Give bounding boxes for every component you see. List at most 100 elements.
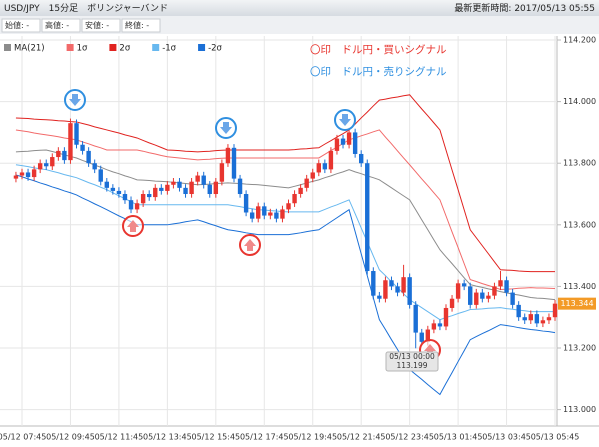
candle-body — [37, 163, 43, 170]
header-updated: 最新更新時間: 2017/05/13 05:55 — [454, 2, 595, 14]
candle-body — [510, 292, 515, 305]
candle-body — [122, 194, 128, 201]
y-tick-label: 114.200 — [563, 36, 596, 45]
candle-body — [534, 314, 540, 324]
candle-body — [62, 150, 67, 161]
candle-body — [492, 286, 497, 296]
ohlc-field: 高値: - — [45, 20, 69, 30]
candle-body — [437, 323, 443, 327]
candle-body — [431, 323, 437, 330]
band-line — [15, 164, 556, 321]
candle-body — [116, 190, 122, 195]
candle-body — [249, 212, 255, 219]
candle-body — [195, 175, 200, 182]
candle-body — [274, 212, 279, 219]
candle-body — [304, 178, 309, 188]
candle-body — [19, 172, 25, 176]
candle-body — [389, 280, 394, 287]
candle-body — [50, 157, 55, 167]
x-tick-label: 05/13 05:45 — [531, 433, 580, 442]
candle-body — [352, 132, 358, 154]
x-tick-label: 05/12 07:45 — [0, 433, 46, 442]
x-tick-label: 05/12 13:45 — [143, 433, 192, 442]
candle-body — [310, 172, 315, 179]
candle-body — [231, 147, 237, 179]
candle-body — [298, 187, 303, 195]
candle-body — [86, 150, 91, 164]
candle-body — [546, 317, 552, 321]
ohlc-field: 終値: - — [125, 20, 149, 30]
candle-body — [243, 194, 249, 213]
candle-body — [377, 295, 382, 299]
candle-body — [44, 163, 49, 167]
x-tick-label: 05/12 09:45 — [46, 433, 95, 442]
legend-swatch — [109, 44, 117, 51]
ohlc-box — [81, 18, 121, 33]
x-tick-label: 05/12 15:45 — [191, 433, 240, 442]
last-price-box — [558, 297, 596, 310]
candle-body — [140, 194, 146, 204]
ohlc-box — [41, 18, 81, 33]
candle-body — [365, 163, 370, 272]
candle-body — [322, 163, 328, 170]
header-title: USD/JPY 15分足 ボリンジャーバンド — [4, 3, 168, 14]
candle-body — [74, 123, 79, 145]
candle-body — [159, 187, 164, 191]
candle-body — [104, 181, 109, 188]
candle-body — [468, 286, 473, 305]
candle-body — [461, 283, 467, 287]
candle-body — [92, 163, 97, 170]
sell-signal-note: 〇印 ドル円・売りシグナル — [310, 65, 447, 78]
candle-body — [425, 329, 431, 342]
candle-body — [31, 169, 37, 178]
x-tick-label: 05/13 01:45 — [434, 433, 483, 442]
legend-swatch — [66, 44, 74, 51]
candle-body — [134, 203, 140, 210]
candles — [13, 118, 558, 349]
candle-body — [449, 298, 455, 308]
candle-body — [268, 212, 273, 216]
candle-body — [262, 206, 267, 216]
candle-body — [346, 132, 352, 145]
candle-body — [146, 194, 152, 198]
candle-body — [98, 169, 103, 182]
x-tick-label: 05/12 17:45 — [240, 433, 289, 442]
candle-body — [286, 203, 291, 210]
candle-body — [480, 292, 485, 299]
candle-body — [371, 271, 376, 296]
ohlc-field: 安値: - — [85, 20, 109, 30]
candle-body — [177, 181, 182, 188]
candle-body — [340, 138, 346, 145]
candle-body — [419, 332, 424, 342]
candle-body — [153, 187, 158, 198]
candle-body — [383, 280, 388, 299]
legend-label: MA(21) — [14, 44, 45, 54]
legend-swatch — [4, 44, 11, 51]
header-bar — [0, 0, 599, 16]
legend-swatch — [198, 44, 206, 51]
y-tick-label: 114.000 — [563, 97, 596, 106]
bands — [15, 94, 556, 396]
buy-signal — [239, 234, 261, 256]
grid: 113.000 113.200 113.400 113.600 113.800 114.0… — [0, 36, 596, 442]
tooltip-time: 05/13 00:00 — [389, 352, 435, 361]
candle-body — [213, 181, 219, 195]
candle-body — [504, 280, 509, 293]
y-tick-label: 113.000 — [563, 405, 596, 414]
candle-body — [13, 175, 19, 179]
candle-body — [528, 314, 533, 321]
y-tick-label: 113.600 — [563, 220, 596, 229]
candle-body — [498, 280, 503, 287]
legend-label: 2σ — [119, 44, 130, 54]
band-line — [15, 129, 556, 290]
candle-body — [219, 163, 225, 182]
candle-body — [189, 181, 194, 195]
x-tick-label: 05/13 03:45 — [482, 433, 531, 442]
legend: MA(21) 1σ 2σ -1σ -2σ — [4, 44, 223, 54]
candle-body — [280, 209, 285, 219]
y-tick-label: 113.200 — [563, 344, 596, 353]
legend-label: -2σ — [208, 44, 222, 54]
legend-swatch — [152, 44, 160, 51]
ohlc-box — [121, 18, 161, 33]
